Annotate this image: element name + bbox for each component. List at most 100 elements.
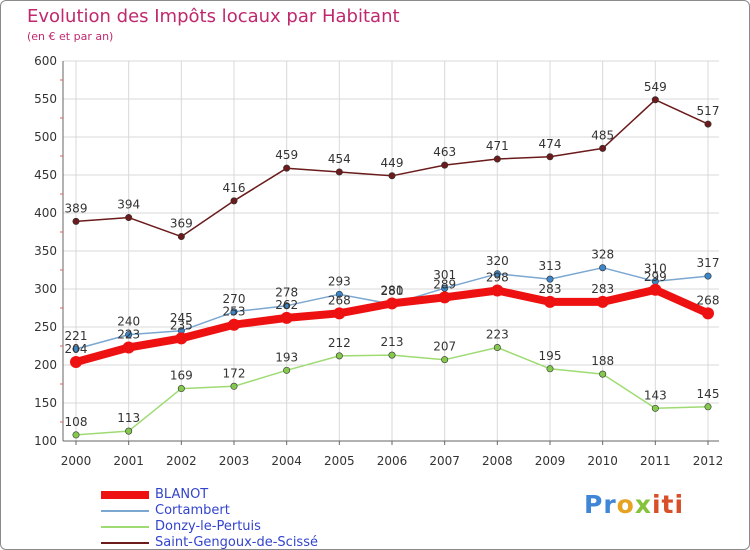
data-point: [599, 370, 607, 378]
data-label: 143: [644, 388, 667, 402]
chart-subtitle: (en € et par an): [27, 30, 114, 43]
data-label: 245: [170, 311, 193, 325]
y-tick-label: 550: [34, 92, 57, 106]
data-label: 169: [170, 369, 193, 383]
data-point: [599, 144, 607, 152]
data-point: [72, 431, 80, 439]
data-point: [335, 290, 343, 298]
data-point: [283, 366, 291, 374]
data-label: 108: [65, 415, 88, 429]
data-point: [228, 318, 240, 331]
data-label: 221: [65, 329, 88, 343]
data-label: 313: [539, 259, 562, 273]
x-tick-label: 2009: [535, 454, 566, 468]
legend-swatch: [101, 510, 149, 512]
x-tick-label: 2007: [429, 454, 460, 468]
x-tick-label: 2006: [377, 454, 408, 468]
data-label: 416: [223, 181, 246, 195]
data-label: 145: [697, 387, 720, 401]
data-label: 204: [65, 342, 88, 356]
x-tick-label: 2010: [587, 454, 618, 468]
data-label: 240: [117, 315, 140, 329]
y-tick-label: 250: [34, 320, 57, 334]
data-point: [122, 341, 135, 354]
data-point: [72, 217, 80, 225]
data-label: 223: [117, 328, 140, 342]
data-label: 268: [697, 293, 720, 307]
legend-swatch: [101, 526, 149, 528]
y-tick-label: 350: [34, 244, 57, 258]
data-label: 320: [486, 254, 509, 268]
data-point: [335, 352, 343, 360]
data-label: 212: [328, 336, 351, 350]
y-tick-label: 200: [34, 358, 57, 372]
data-label: 262: [275, 298, 298, 312]
data-point: [441, 356, 449, 364]
y-tick-label: 450: [34, 168, 57, 182]
data-point: [493, 155, 501, 163]
data-point: [283, 164, 291, 172]
brand-logo: Proxiti: [584, 490, 684, 519]
data-label: 317: [697, 256, 720, 270]
x-tick-label: 2011: [640, 454, 671, 468]
x-tick-label: 2005: [324, 454, 355, 468]
data-point: [125, 427, 133, 435]
data-label: 223: [486, 328, 509, 342]
data-point: [175, 332, 188, 345]
legend-label: BLANOT: [155, 487, 209, 502]
data-label: 270: [223, 292, 246, 306]
data-point: [230, 308, 238, 316]
data-point: [70, 355, 82, 368]
data-point: [546, 365, 554, 373]
data-point: [72, 345, 80, 353]
x-tick-label: 2004: [271, 454, 302, 468]
data-point: [177, 233, 185, 241]
brand-logo-part: o: [616, 490, 635, 519]
data-point: [283, 302, 291, 310]
data-label: 235: [170, 318, 193, 332]
data-label: 310: [644, 261, 667, 275]
x-tick-label: 2000: [61, 454, 92, 468]
data-point: [441, 161, 449, 169]
legend-swatch: [101, 491, 149, 499]
data-point: [125, 214, 133, 222]
data-point: [438, 291, 451, 304]
legend-swatch: [101, 542, 149, 544]
data-point: [704, 272, 712, 280]
data-point: [651, 404, 659, 412]
data-label: 485: [591, 128, 614, 142]
y-tick-label: 300: [34, 282, 57, 296]
data-label: 299: [644, 270, 667, 284]
y-tick-label: 600: [34, 54, 57, 68]
data-label: 172: [223, 366, 246, 380]
legend-label: Donzy-le-Pertuis: [155, 519, 261, 534]
data-label: 195: [539, 349, 562, 363]
data-point: [651, 96, 659, 104]
x-tick-label: 2001: [113, 454, 144, 468]
data-point: [493, 344, 501, 352]
x-tick-label: 2008: [482, 454, 513, 468]
data-label: 188: [591, 354, 614, 368]
data-label: 207: [433, 340, 456, 354]
y-tick-label: 100: [34, 434, 57, 448]
x-tick-label: 2012: [693, 454, 724, 468]
data-label: 449: [381, 156, 404, 170]
data-label: 328: [591, 248, 614, 262]
data-label: 283: [591, 282, 614, 296]
legend-label: Saint-Gengoux-de-Scissé: [155, 535, 318, 550]
data-point: [125, 331, 133, 339]
data-label: 459: [275, 148, 298, 162]
data-label: 301: [433, 268, 456, 282]
data-point: [702, 307, 714, 320]
brand-logo-part: iti: [651, 490, 685, 519]
data-label: 268: [328, 293, 351, 307]
data-point: [280, 311, 293, 324]
data-label: 298: [486, 271, 509, 285]
data-point: [230, 382, 238, 390]
data-point: [333, 307, 346, 320]
data-point: [491, 284, 504, 297]
data-label: 293: [328, 274, 351, 288]
data-label: 517: [697, 104, 720, 118]
data-point: [177, 385, 185, 393]
